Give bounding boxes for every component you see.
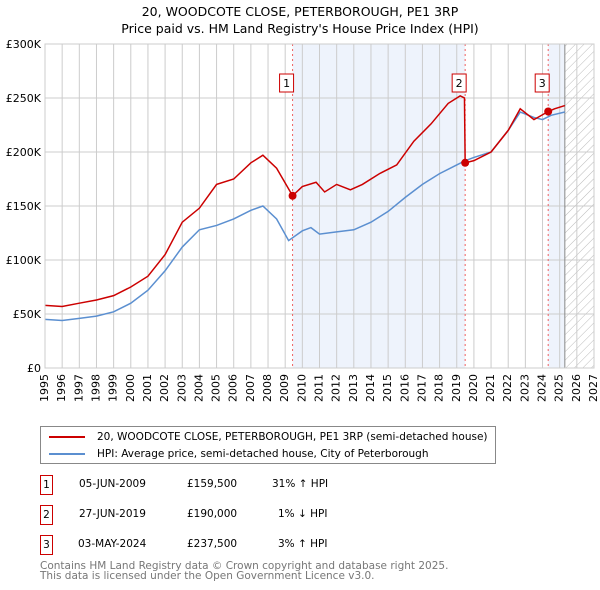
x-tick-label: 2016 xyxy=(398,374,411,402)
y-tick-label: £300K xyxy=(6,38,42,51)
x-tick-label: 2013 xyxy=(347,374,360,402)
x-tick-label: 1998 xyxy=(89,374,102,402)
x-tick-label: 2015 xyxy=(381,374,394,402)
sale-price: £190,000 xyxy=(187,508,238,520)
x-tick-label: 1995 xyxy=(38,374,51,402)
x-tick-label: 2017 xyxy=(415,374,428,402)
x-tick-label: 2021 xyxy=(484,374,497,402)
legend-item-hpi: HPI: Average price, semi-detached house,… xyxy=(49,446,429,462)
price-chart: 1995 1996 1997 1998 1999 2000 2001 2002 2003 2004… xyxy=(6,38,600,402)
legend-label: 20, WOODCOTE CLOSE, PETERBOROUGH, PE1 3R… xyxy=(97,431,488,443)
sale-date: 27-JUN-2019 xyxy=(79,508,146,520)
x-tick-label: 1999 xyxy=(107,374,120,402)
legend-swatch-red xyxy=(49,436,85,438)
x-tick-label: 2000 xyxy=(124,374,137,402)
y-tick-label: £150K xyxy=(6,200,42,213)
marker-label: 2 xyxy=(456,77,463,90)
x-tick-label: 2008 xyxy=(261,374,274,402)
x-tick-label: 2006 xyxy=(227,374,240,402)
y-tick-label: £250K xyxy=(6,92,42,105)
property-price-line xyxy=(44,94,566,308)
sale-date: 05-JUN-2009 xyxy=(79,478,146,490)
x-tick-label: 2023 xyxy=(518,374,531,402)
hpi-diff: 31% ↑ HPI xyxy=(272,478,329,490)
marker-label-box xyxy=(279,73,295,93)
y-tick-label: £50K xyxy=(13,308,42,321)
footer: Contains HM Land Registry data © Crown c… xyxy=(40,560,449,582)
y-tick-label: £0 xyxy=(27,362,41,375)
sale-price: £159,500 xyxy=(187,478,238,490)
x-tick-label: 2019 xyxy=(450,374,463,402)
x-tick-label: 2011 xyxy=(313,374,326,402)
y-tick-label: £200K xyxy=(6,146,42,159)
marker-badge: 3 xyxy=(40,535,53,555)
x-tick-label: 2018 xyxy=(433,374,446,402)
hpi-diff: 3% ↑ HPI xyxy=(278,538,328,550)
marker-badge: 2 xyxy=(40,505,53,525)
sale-point xyxy=(288,191,297,200)
x-tick-label: 2004 xyxy=(192,374,205,402)
x-tick-label: 1997 xyxy=(72,374,85,402)
plot-border xyxy=(44,43,595,369)
marker-label-box xyxy=(451,73,467,93)
x-tick-label: 2014 xyxy=(364,374,377,402)
chart-title: 20, WOODCOTE CLOSE, PETERBOROUGH, PE1 3R… xyxy=(141,4,459,19)
x-tick-label: 2001 xyxy=(141,374,154,402)
x-tick-label: 2025 xyxy=(553,374,566,402)
marker-label-box xyxy=(534,73,550,93)
footer-line: Contains HM Land Registry data © Crown c… xyxy=(40,560,449,572)
x-tick-label: 2005 xyxy=(210,374,223,402)
marker-badge: 1 xyxy=(40,475,53,495)
x-tick-label: 2012 xyxy=(330,374,343,402)
marker-label: 3 xyxy=(539,77,546,90)
x-tick-label: 2003 xyxy=(175,374,188,402)
x-tick-label: 2002 xyxy=(158,374,171,402)
legend-label: HPI: Average price, semi-detached house,… xyxy=(97,448,429,460)
x-tick-label: 2009 xyxy=(278,374,291,402)
sale-point xyxy=(461,158,470,167)
hpi-diff: 1% ↓ HPI xyxy=(278,508,328,520)
sale-price: £237,500 xyxy=(187,538,238,550)
legend: 20, WOODCOTE CLOSE, PETERBOROUGH, PE1 3R… xyxy=(40,426,496,464)
sale-point xyxy=(544,107,553,116)
y-tick-label: £100K xyxy=(6,254,42,267)
x-tick-label: 2007 xyxy=(244,374,257,402)
chart-subtitle: Price paid vs. HM Land Registry's House … xyxy=(121,21,479,36)
footer-line: This data is licensed under the Open Gov… xyxy=(40,570,375,582)
x-tick-label: 2022 xyxy=(501,374,514,402)
x-tick-label: 2024 xyxy=(536,374,549,402)
sale-date: 03-MAY-2024 xyxy=(78,538,147,550)
x-tick-label: 1996 xyxy=(55,374,68,402)
x-tick-label: 2010 xyxy=(295,374,308,402)
x-tick-label: 2020 xyxy=(467,374,480,402)
x-tick-label: 2026 xyxy=(570,374,583,402)
x-tick-label: 2027 xyxy=(587,374,600,402)
legend-swatch-blue xyxy=(49,453,85,455)
marker-label: 1 xyxy=(283,77,290,90)
legend-item-property: 20, WOODCOTE CLOSE, PETERBOROUGH, PE1 3R… xyxy=(49,429,488,445)
